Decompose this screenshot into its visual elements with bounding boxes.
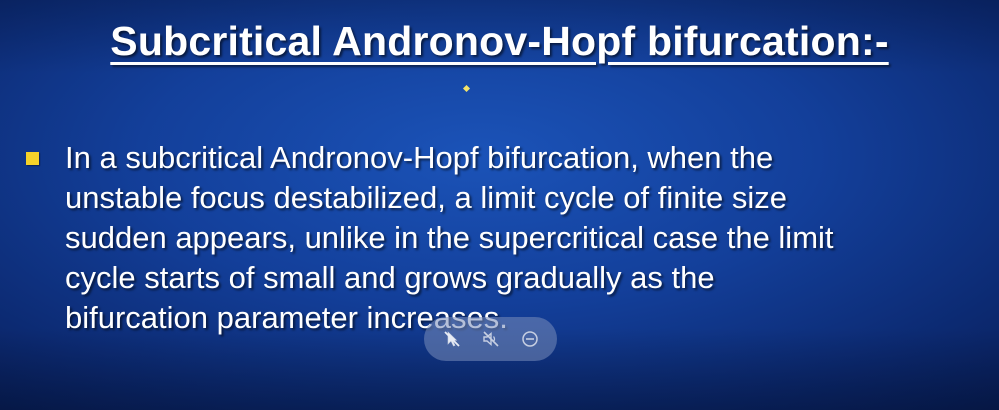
mute-button[interactable] <box>478 326 504 352</box>
pointer-off-icon <box>443 331 460 347</box>
square-bullet-icon <box>26 152 39 165</box>
bullet-line: cycle starts of small and grows graduall… <box>65 260 715 295</box>
slide-title: Subcritical Andronov-Hopf bifurcation:- <box>110 18 889 64</box>
bullet-line: sudden appears, unlike in the supercriti… <box>65 220 834 255</box>
minus-circle-icon <box>521 331 538 347</box>
bullet-text: In a subcritical Andronov-Hopf bifurcati… <box>65 138 965 338</box>
bullet-line: unstable focus destabilized, a limit cyc… <box>65 180 787 215</box>
bullet-line: In a subcritical Andronov-Hopf bifurcati… <box>65 140 774 175</box>
pointer-off-button[interactable] <box>439 326 465 352</box>
minus-circle-button[interactable] <box>517 326 543 352</box>
presenter-toolbar <box>424 317 557 361</box>
mute-icon <box>482 331 499 347</box>
sparkle-icon <box>462 84 471 93</box>
